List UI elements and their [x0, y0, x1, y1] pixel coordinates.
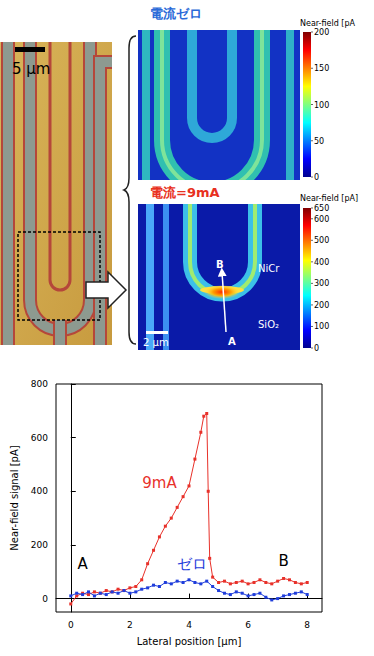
- svg-text:400: 400: [31, 486, 48, 496]
- svg-text:650: 650: [314, 204, 329, 213]
- svg-text:200: 200: [31, 540, 48, 550]
- svg-text:0: 0: [314, 344, 319, 353]
- svg-text:2 µm: 2 µm: [143, 337, 169, 348]
- svg-text:電流ゼロ: 電流ゼロ: [150, 6, 202, 21]
- svg-text:0: 0: [314, 173, 319, 182]
- svg-text:4: 4: [186, 620, 192, 630]
- svg-text:A: A: [228, 336, 236, 347]
- svg-text:400: 400: [314, 258, 329, 267]
- svg-text:500: 500: [314, 236, 329, 245]
- svg-text:800: 800: [31, 379, 48, 389]
- svg-text:50: 50: [314, 137, 324, 146]
- svg-text:100: 100: [314, 101, 329, 110]
- svg-text:Lateral position [µm]: Lateral position [µm]: [137, 636, 242, 647]
- svg-text:ゼロ: ゼロ: [177, 555, 207, 573]
- svg-text:200: 200: [314, 301, 329, 310]
- svg-text:600: 600: [314, 215, 329, 224]
- svg-text:Near-field [pA: Near-field [pA: [300, 19, 355, 28]
- svg-text:0: 0: [68, 620, 74, 630]
- svg-text:600: 600: [31, 433, 48, 443]
- svg-text:SiO₂: SiO₂: [258, 319, 279, 330]
- svg-text:Near-field signal [pA]: Near-field signal [pA]: [9, 445, 20, 550]
- svg-text:B: B: [216, 259, 224, 270]
- svg-text:5 µm: 5 µm: [12, 60, 50, 78]
- svg-text:300: 300: [314, 279, 329, 288]
- svg-text:NiCr: NiCr: [258, 263, 280, 274]
- svg-text:150: 150: [314, 64, 329, 73]
- svg-text:0: 0: [42, 594, 48, 604]
- svg-text:6: 6: [245, 620, 251, 630]
- svg-text:2: 2: [127, 620, 133, 630]
- svg-text:電流=9mA: 電流=9mA: [150, 185, 220, 200]
- svg-text:8: 8: [304, 620, 310, 630]
- svg-text:9mA: 9mA: [142, 474, 177, 492]
- svg-text:B: B: [278, 552, 288, 570]
- svg-text:200: 200: [314, 28, 329, 37]
- svg-text:Near-field [pA]: Near-field [pA]: [300, 194, 358, 203]
- svg-text:100: 100: [314, 322, 329, 331]
- svg-text:A: A: [77, 555, 88, 573]
